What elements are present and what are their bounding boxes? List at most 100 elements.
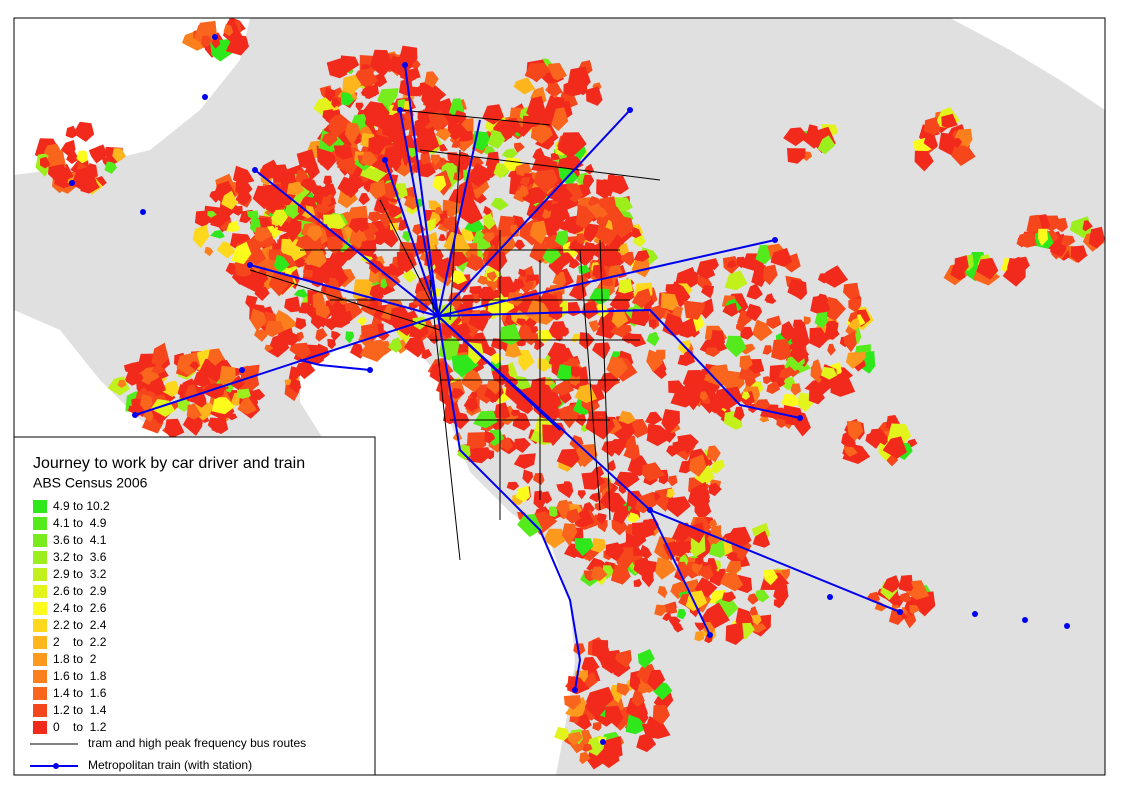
suburb <box>923 132 938 150</box>
suburb <box>741 391 750 400</box>
suburb <box>596 255 608 266</box>
suburb <box>550 217 562 231</box>
suburb <box>606 173 619 188</box>
suburb <box>541 295 560 311</box>
suburb <box>810 295 831 316</box>
suburb <box>519 226 531 241</box>
legend-line-label: Metropolitan train (with station) <box>88 758 252 772</box>
suburb <box>312 291 327 310</box>
legend-label: 2.2 to 2.4 <box>53 618 107 632</box>
suburb <box>112 148 127 163</box>
map-body <box>14 18 1105 775</box>
suburb <box>504 313 517 327</box>
legend-swatch <box>33 602 47 615</box>
suburb <box>848 317 861 331</box>
suburb <box>438 234 447 242</box>
suburb <box>552 271 567 288</box>
suburb <box>432 175 447 192</box>
suburb <box>507 170 517 179</box>
suburb <box>549 202 570 223</box>
legend-swatch <box>33 585 47 598</box>
suburb <box>636 663 657 685</box>
suburb <box>186 403 202 420</box>
suburb <box>310 185 327 199</box>
suburb <box>790 344 810 363</box>
suburb <box>409 86 423 97</box>
legend-swatch <box>33 619 47 632</box>
suburb <box>151 363 165 374</box>
suburb <box>556 482 574 499</box>
suburb <box>637 649 655 669</box>
suburb <box>866 591 881 603</box>
suburb <box>592 264 607 282</box>
suburb <box>697 564 714 581</box>
suburb <box>518 268 527 278</box>
suburb <box>1070 245 1088 263</box>
suburb <box>549 506 558 518</box>
suburb <box>541 491 553 504</box>
suburb <box>865 430 882 449</box>
suburb <box>542 248 562 264</box>
suburb <box>237 397 258 415</box>
suburb <box>766 315 782 329</box>
suburb <box>878 435 888 446</box>
suburb <box>574 713 592 731</box>
suburb <box>1060 235 1076 247</box>
suburb <box>712 386 744 410</box>
suburb <box>404 336 426 358</box>
legend-swatch <box>33 517 47 530</box>
suburb <box>506 481 520 491</box>
suburb <box>550 152 561 161</box>
suburb <box>451 140 461 148</box>
suburb <box>60 139 76 158</box>
suburb <box>230 233 252 252</box>
suburb <box>513 438 531 453</box>
suburb <box>724 526 752 547</box>
suburb <box>561 523 578 547</box>
suburb <box>630 308 651 327</box>
suburb <box>301 177 313 191</box>
suburb <box>515 485 531 502</box>
suburb <box>579 751 591 765</box>
suburb <box>610 324 632 338</box>
suburb <box>331 97 341 108</box>
suburb <box>1088 226 1105 249</box>
suburb <box>321 131 338 147</box>
legend-swatch <box>33 704 47 717</box>
suburb <box>269 164 289 181</box>
suburb <box>417 108 435 128</box>
suburb <box>605 542 625 562</box>
suburb <box>494 402 511 419</box>
suburb <box>226 413 238 421</box>
suburb <box>601 440 616 457</box>
legend-subtitle: ABS Census 2006 <box>33 475 148 491</box>
suburb <box>666 445 680 457</box>
suburb <box>631 690 645 707</box>
suburb <box>941 113 958 129</box>
suburb <box>648 319 657 328</box>
suburb <box>724 270 748 291</box>
suburb <box>189 361 200 371</box>
suburb <box>289 342 311 360</box>
suburb <box>699 391 709 401</box>
suburb <box>594 206 608 218</box>
suburb <box>513 162 532 177</box>
suburb <box>950 138 963 148</box>
suburb <box>477 275 489 285</box>
suburb <box>904 582 914 592</box>
suburb <box>646 669 666 691</box>
suburb <box>778 367 794 379</box>
suburb <box>663 601 678 614</box>
suburb <box>543 528 566 549</box>
legend-swatch <box>33 551 47 564</box>
suburb <box>207 211 217 218</box>
suburb <box>661 409 680 434</box>
suburb <box>848 297 862 313</box>
suburb <box>360 85 374 97</box>
suburb <box>388 203 403 218</box>
suburb <box>582 744 593 752</box>
suburb <box>219 365 236 388</box>
suburb <box>293 289 309 298</box>
suburb <box>529 220 547 245</box>
suburb <box>192 224 210 249</box>
